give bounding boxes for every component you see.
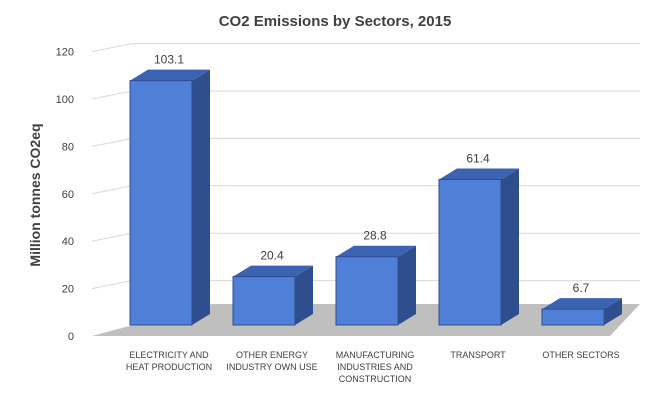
data-label: 20.4	[260, 249, 284, 263]
gridline-slant	[91, 185, 133, 195]
category-label: OTHER ENERGY INDUSTRY OWN USE	[226, 350, 317, 372]
category-labels: ELECTRICITY AND HEAT PRODUCTION OTHER ENER…	[126, 350, 620, 384]
bar-top	[542, 298, 622, 310]
bar-top	[130, 69, 210, 81]
bar	[541, 308, 605, 326]
bar-side	[604, 298, 622, 325]
y-tick-label: 80	[62, 141, 74, 153]
bar-top	[439, 168, 519, 180]
gridline-slant	[91, 280, 133, 290]
gridline-slant	[91, 137, 133, 147]
category-label: TRANSPORT	[450, 350, 506, 360]
y-tick-label: 0	[68, 331, 74, 343]
y-tick-label: 40	[62, 236, 74, 248]
bar-side	[398, 245, 416, 325]
y-tick-label: 20	[62, 284, 74, 296]
y-axis-ticks: 0 20 40 60 80 100 120	[56, 47, 74, 343]
data-label: 103.1	[154, 53, 184, 67]
y-tick-label: 120	[56, 47, 74, 59]
grid-layer	[91, 43, 640, 290]
y-tick-label: 100	[56, 94, 74, 106]
bar	[335, 256, 399, 326]
bar-top	[336, 245, 416, 257]
gridline-slant	[91, 90, 133, 100]
bars-layer	[129, 69, 622, 326]
data-labels: 103.1 20.4 28.8 61.4 6.7	[154, 53, 590, 295]
gridline-slant	[91, 43, 133, 53]
data-label: 6.7	[573, 281, 590, 295]
bar	[232, 276, 296, 326]
chart-title: CO2 Emissions by Sectors, 2015	[219, 13, 452, 30]
bar-side	[192, 69, 210, 325]
data-label: 28.8	[363, 229, 387, 243]
category-label: ELECTRICITY AND HEAT PRODUCTION	[126, 350, 212, 372]
data-label: 61.4	[466, 151, 490, 165]
bar	[129, 80, 193, 326]
bar	[438, 178, 502, 326]
bar-top	[233, 265, 313, 277]
bar-side	[501, 168, 519, 325]
category-label: OTHER SECTORS	[542, 350, 619, 360]
category-label: MANUFACTURING INDUSTRIES AND CONSTRUCTION	[336, 350, 415, 384]
y-axis-label: Million tonnes CO2eq	[27, 123, 43, 266]
bar-side	[295, 265, 313, 325]
gridline-slant	[91, 232, 133, 242]
y-tick-label: 60	[62, 189, 74, 201]
